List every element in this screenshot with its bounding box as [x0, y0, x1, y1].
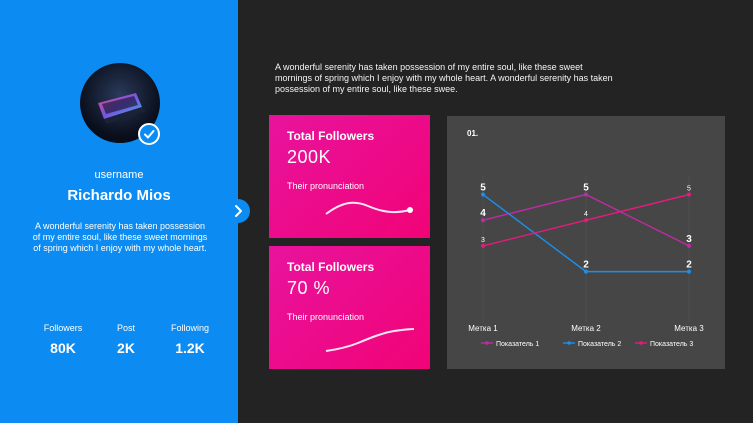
- username-label: username: [94, 169, 144, 181]
- stat-value: 1.2K: [175, 340, 205, 356]
- card-subtitle: Their pronunciation: [287, 181, 365, 191]
- card-value: 70 %: [287, 278, 331, 298]
- data-label: 3: [481, 237, 485, 244]
- stat-value: 80K: [50, 340, 76, 356]
- data-label: 2: [686, 260, 692, 271]
- verified-badge: [138, 123, 160, 145]
- sidebar-toggle-button[interactable]: [226, 199, 250, 223]
- laptop-photo: [98, 93, 146, 124]
- data-label: 3: [686, 234, 692, 245]
- chart-title: 01.: [467, 129, 478, 138]
- data-point: [584, 218, 588, 223]
- legend-label: Показатель 2: [578, 341, 621, 348]
- data-point: [687, 192, 691, 197]
- data-point: [481, 192, 485, 197]
- stat-card-percentage[interactable]: Total Followers 70 % Their pronunciation: [269, 246, 430, 369]
- stat-label: Post: [116, 323, 135, 333]
- data-point: [584, 269, 588, 274]
- data-label: 5: [687, 186, 691, 193]
- x-tick-label: Метка 2: [571, 324, 601, 333]
- profile-sidebar: username Richardo Mios A wonderful seren…: [0, 0, 238, 423]
- data-point: [584, 192, 588, 197]
- legend-label: Показатель 1: [496, 341, 539, 348]
- profile-name: Richardo Mios: [67, 187, 171, 204]
- card-subtitle: Their pronunciation: [287, 312, 365, 322]
- card-title: Total Followers: [287, 129, 375, 143]
- data-point: [687, 243, 691, 248]
- data-point: [481, 218, 485, 223]
- data-label: 5: [583, 183, 589, 194]
- x-tick-label: Метка 3: [674, 324, 704, 333]
- line-chart-panel: 01. Метка 1 Метка 2 Метка 3 4 5 3 5 2 2 3 4 5 Показат…: [447, 116, 725, 369]
- data-label: 2: [583, 260, 589, 271]
- data-point: [481, 243, 485, 248]
- intro-text: A wonderful serenity has taken possessio…: [275, 62, 613, 94]
- card-value: 200K: [287, 147, 332, 167]
- chevron-right-icon: [235, 205, 242, 217]
- x-tick-label: Метка 1: [468, 324, 498, 333]
- data-label: 5: [480, 183, 486, 194]
- checkmark-icon: [144, 130, 155, 139]
- stat-followers: Followers 80K: [28, 323, 98, 356]
- line-chart: 01. Метка 1 Метка 2 Метка 3 4 5 3 5 2 2 3 4 5 Показат…: [467, 129, 704, 348]
- stat-post: Post 2K: [91, 323, 161, 356]
- sparkline-icon: [325, 328, 415, 352]
- card-title: Total Followers: [287, 260, 375, 274]
- data-label: 4: [584, 211, 588, 218]
- profile-bio: A wonderful serenity has taken possessio…: [32, 221, 208, 253]
- legend-label: Показатель 3: [650, 341, 693, 348]
- legend-marker: [485, 341, 489, 345]
- avatar[interactable]: [80, 63, 160, 143]
- legend-marker: [639, 341, 643, 345]
- stat-label: Following: [170, 323, 210, 333]
- sparkline-icon: [325, 201, 413, 215]
- stat-following: Following 1.2K: [155, 323, 225, 356]
- data-point: [687, 269, 691, 274]
- data-label: 4: [480, 208, 486, 219]
- stat-card-followers[interactable]: Total Followers 200K Their pronunciation: [269, 115, 430, 238]
- stat-value: 2K: [117, 340, 135, 356]
- legend-marker: [567, 341, 571, 345]
- stat-label: Followers: [43, 323, 83, 333]
